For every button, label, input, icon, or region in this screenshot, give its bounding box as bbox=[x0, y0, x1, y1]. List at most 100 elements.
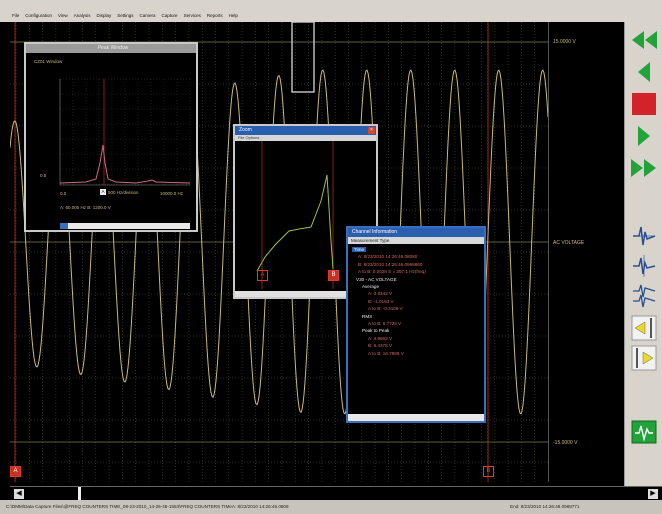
trigger-trace-button[interactable] bbox=[629, 252, 659, 280]
multi-trace-button[interactable] bbox=[629, 282, 659, 310]
channel-tree-item[interactable]: Peak to Peak bbox=[352, 327, 480, 334]
channel-tree-item-text: V30 - AC VOLTAGE bbox=[356, 276, 397, 282]
menu-item-services[interactable]: Services bbox=[183, 12, 201, 18]
waveform-icon bbox=[631, 420, 657, 444]
channel-tree[interactable]: Time A: 8/23/2010 14:26:46.08080 B: 8/23/2… bbox=[348, 244, 484, 359]
peak-x-end: 10000.0 Hz bbox=[160, 191, 184, 196]
channel-tree-item-text: A to B: 6.7729 V bbox=[368, 321, 402, 327]
channel-name-label: AC VOLTAGE bbox=[553, 240, 585, 246]
trigger-trace-icon bbox=[633, 255, 656, 277]
channel-tree-item[interactable]: RMS bbox=[352, 313, 480, 320]
menu-item-display[interactable]: Display bbox=[96, 12, 112, 18]
multi-trace-icon bbox=[633, 284, 656, 308]
zoom-selection-box bbox=[291, 22, 315, 93]
single-trace-button[interactable] bbox=[629, 222, 659, 250]
fast-forward-icon bbox=[631, 159, 656, 177]
peak-spectrum-trace bbox=[59, 144, 191, 184]
channel-tree-item[interactable]: B: 8/23/2010 14:26:46.0968860 bbox=[352, 261, 480, 268]
peak-y-tick: 0.5 bbox=[40, 173, 47, 178]
peak-window[interactable]: Peak Window CZ01 Window 0.5 0.0 A 500 Hz… bbox=[24, 42, 198, 232]
peak-readout: A: 60.000 Hz B: 1200.0 V bbox=[60, 205, 111, 210]
status-bar: C:\DMM\Data Capture Files\@FREQ COUNTERS… bbox=[0, 500, 662, 514]
menu-item-capture[interactable]: Capture bbox=[161, 12, 178, 18]
channel-tree-item[interactable]: Average bbox=[352, 283, 480, 290]
fast-forward-button[interactable] bbox=[629, 154, 659, 182]
stop-icon bbox=[632, 93, 656, 115]
peak-marker-a[interactable]: A bbox=[100, 189, 106, 195]
menu-item-analysis[interactable]: Analysis bbox=[73, 12, 91, 18]
peak-scrollbar-thumb[interactable] bbox=[60, 223, 68, 229]
channel-tree-item[interactable]: A to B: 6.7729 V bbox=[352, 320, 480, 327]
menu-item-reports[interactable]: Reports bbox=[206, 12, 223, 18]
channel-tree-item[interactable]: A to B: 16.7895 V bbox=[352, 350, 480, 357]
marker-b-bottom[interactable]: B bbox=[483, 466, 494, 477]
zoom-window-title[interactable]: Zoom × bbox=[235, 126, 376, 135]
waveform-view-button[interactable] bbox=[629, 418, 659, 446]
zoom-trace bbox=[256, 174, 334, 272]
playback-toolbar bbox=[624, 22, 662, 486]
menubar: File Configuration View Analysis Display Sett… bbox=[12, 9, 238, 21]
channel-tree-item-text: B: 6.4378 V bbox=[368, 343, 393, 349]
menu-item-settings[interactable]: Settings bbox=[117, 12, 134, 18]
rewind-icon bbox=[632, 31, 657, 49]
single-trace-icon bbox=[633, 226, 656, 246]
peak-x-start: 0.0 bbox=[60, 191, 67, 196]
channel-tree-item-text: B: 8/23/2010 14:26:46.0968860 bbox=[358, 261, 423, 267]
rewind-button[interactable] bbox=[629, 26, 659, 54]
cursor-left-button[interactable] bbox=[629, 314, 659, 342]
step-back-button[interactable] bbox=[629, 58, 659, 86]
play-icon bbox=[638, 126, 650, 146]
channel-tree-item-text: A: 4.8663 V bbox=[368, 335, 393, 341]
menu-item-help[interactable]: Help bbox=[228, 12, 238, 18]
timeline-scrollbar[interactable]: ◀ ▶ bbox=[10, 486, 662, 501]
status-end-time: End: 8/23/2010 14:26:46.0968771 bbox=[510, 504, 580, 509]
channel-window-title[interactable]: Channel Information bbox=[348, 228, 484, 237]
channel-tree-item-text: A to B: -0.3109 V bbox=[368, 306, 403, 312]
channel-tree-item-text: B: -1.0163 V bbox=[368, 298, 394, 304]
zoom-marker-b[interactable]: B bbox=[328, 270, 339, 281]
channel-tree-item[interactable]: A to B: -0.3109 V bbox=[352, 305, 480, 312]
channel-tree-item[interactable]: A to B: 0.0028 S = 357.1 Hz(freq) bbox=[352, 268, 480, 275]
channel-tree-item-text: RMS bbox=[362, 313, 373, 319]
channel-tree-item-text: Time bbox=[352, 247, 367, 252]
zoom-close-button[interactable]: × bbox=[368, 127, 375, 134]
scroll-left-button[interactable]: ◀ bbox=[14, 489, 24, 499]
menu-item-configuration[interactable]: Configuration bbox=[25, 12, 53, 18]
channel-tree-item[interactable]: A: 8/23/2010 14:26:46.08080 bbox=[352, 253, 480, 260]
stop-button[interactable] bbox=[629, 90, 659, 118]
peak-window-title[interactable]: Peak Window bbox=[26, 44, 196, 53]
channel-tree-item[interactable]: A: 4.8663 V bbox=[352, 335, 480, 342]
peak-scrollbar[interactable] bbox=[60, 223, 190, 229]
menubar-frame: File Configuration View Analysis Display Sett… bbox=[0, 0, 662, 22]
scroll-right-button[interactable]: ▶ bbox=[648, 489, 658, 499]
scale-panel: 15.0000 V AC VOLTAGE -15.0000 V bbox=[548, 22, 625, 482]
zoom-status-strip bbox=[235, 291, 376, 297]
channel-tree-item[interactable]: V30 - AC VOLTAGE bbox=[352, 276, 480, 283]
channel-tree-item-text: Average bbox=[362, 284, 380, 290]
cursor-left-icon bbox=[631, 315, 657, 341]
zoom-window-menu[interactable]: File Options bbox=[235, 135, 376, 141]
status-file-path: C:\DMM\Data Capture Files\@FREQ COUNTERS… bbox=[6, 504, 289, 509]
channel-tree-item-text: Peak to Peak bbox=[362, 328, 390, 334]
channel-tree-item[interactable]: A: 0.8343 V bbox=[352, 290, 480, 297]
menu-item-camera[interactable]: Camera bbox=[139, 12, 156, 18]
zoom-plot bbox=[256, 141, 334, 289]
channel-tree-item[interactable]: B: 6.4378 V bbox=[352, 342, 480, 349]
peak-x-mid: A 500 Hz/division bbox=[100, 189, 139, 195]
timeline-scroll-thumb[interactable] bbox=[78, 487, 81, 501]
peak-window-subtitle: CZ01 Window bbox=[34, 59, 63, 64]
step-back-icon bbox=[638, 62, 650, 82]
play-button[interactable] bbox=[629, 122, 659, 150]
channel-tree-item-text: A to B: 0.0028 S = 357.1 Hz(freq) bbox=[358, 269, 426, 275]
channel-window-header: Measurement Type bbox=[348, 237, 484, 244]
channel-window-footer bbox=[348, 414, 484, 421]
menu-item-view[interactable]: View bbox=[58, 12, 68, 18]
marker-a-bottom[interactable]: A bbox=[10, 466, 21, 477]
menu-item-file[interactable]: File bbox=[12, 12, 20, 18]
zoom-marker-a[interactable]: A bbox=[257, 270, 268, 281]
channel-information-window[interactable]: Channel Information Measurement Type Tim… bbox=[346, 226, 486, 423]
channel-tree-item-text: A: 0.8343 V bbox=[368, 291, 393, 297]
channel-tree-item[interactable]: Time bbox=[352, 246, 480, 253]
channel-tree-item[interactable]: B: -1.0163 V bbox=[352, 298, 480, 305]
cursor-right-button[interactable] bbox=[629, 344, 659, 372]
